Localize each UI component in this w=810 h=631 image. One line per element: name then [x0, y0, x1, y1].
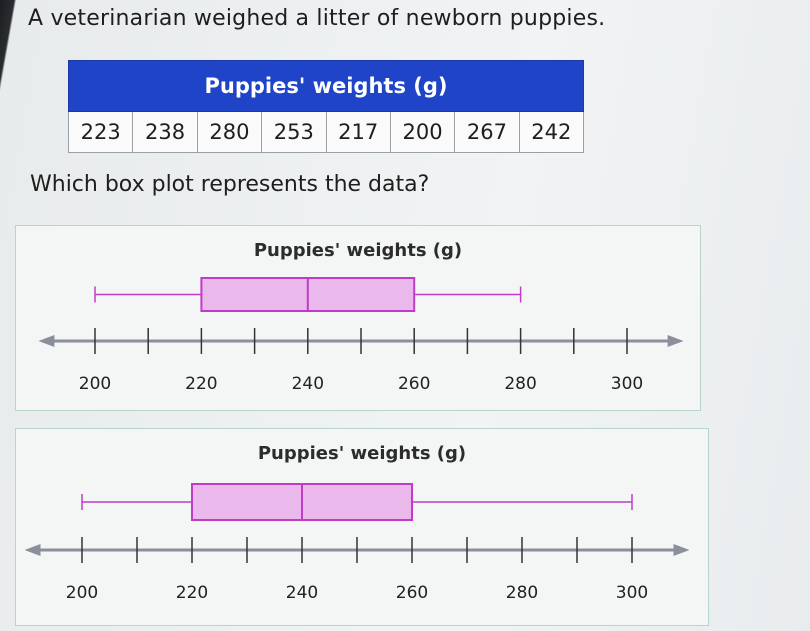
tick-label: 280 [504, 374, 536, 394]
tick-label: 220 [176, 583, 208, 603]
tick-label: 300 [611, 374, 643, 394]
tick-label: 200 [66, 583, 98, 603]
table-cell: 223 [67, 111, 134, 153]
tick-label: 220 [185, 374, 217, 394]
box-plot-a: 200 220 240 260 280 300 [38, 277, 684, 394]
table-header: Puppies' weights (g) [68, 60, 584, 112]
table-cell: 242 [518, 111, 585, 153]
table-cell: 200 [389, 111, 456, 153]
answer-option-b[interactable]: Puppies' weights (g) 200 220 240 260 280 300 [15, 428, 709, 626]
tick-label: 240 [292, 374, 324, 394]
axis-arrow-right [667, 335, 684, 347]
table-cell: 238 [132, 111, 198, 153]
tick-label: 280 [506, 583, 538, 603]
table-cell: 280 [196, 111, 263, 153]
table-cell: 253 [261, 111, 327, 153]
question-text: Which box plot represents the data? [30, 172, 430, 197]
tick-label: 200 [79, 374, 111, 394]
axis-arrow-left [38, 335, 55, 347]
chart-title: Puppies' weights (g) [257, 443, 467, 464]
tick-label: 260 [398, 374, 430, 394]
data-table: Puppies' weights (g) 223 238 280 253 217… [67, 60, 585, 153]
table-row: 223 238 280 253 217 200 267 242 [67, 111, 585, 153]
tick-label: 240 [286, 583, 318, 603]
answer-option-a[interactable]: Puppies' weights (g) 200 220 240 260 280 300 [15, 225, 701, 411]
chart-title: Puppies' weights (g) [253, 240, 463, 261]
tick-label: 260 [396, 583, 428, 603]
axis-arrow-right [673, 544, 690, 556]
prompt-text: A veterinarian weighed a litter of newbo… [28, 6, 606, 31]
tick-label: 300 [616, 583, 648, 603]
table-cell: 217 [325, 111, 391, 153]
axis-arrow-left [24, 544, 41, 556]
box-plot-b: 200 220 240 260 280 300 [24, 483, 690, 603]
table-cell: 267 [454, 111, 520, 153]
